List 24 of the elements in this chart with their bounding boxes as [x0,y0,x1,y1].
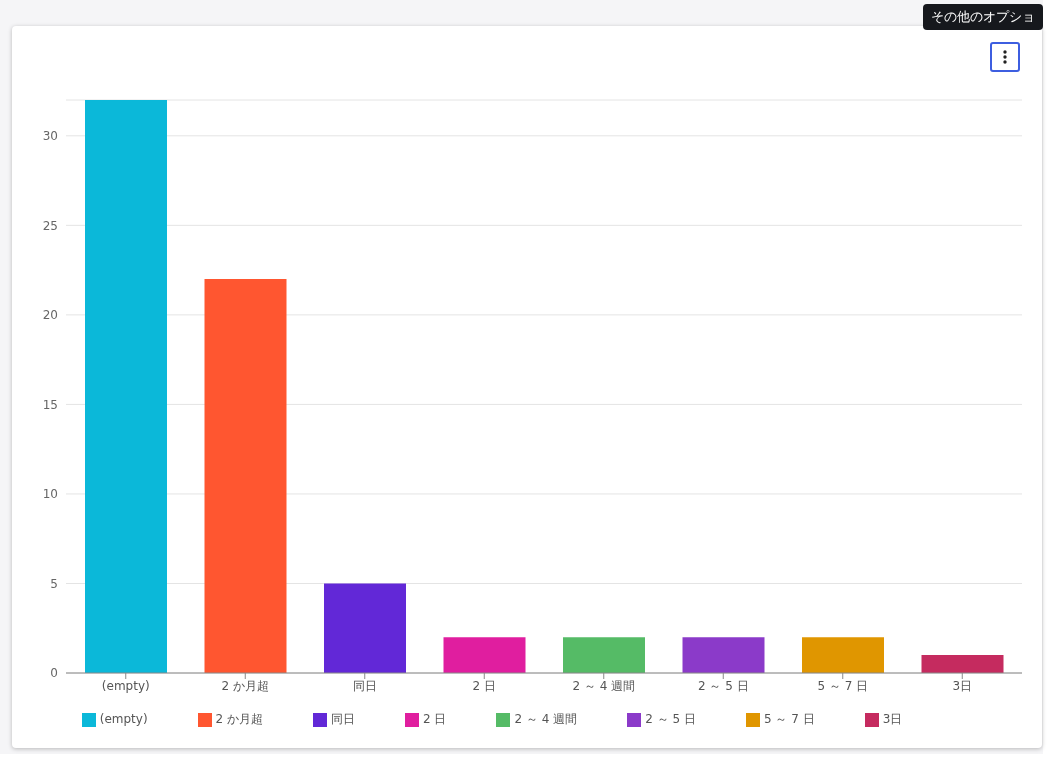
legend-label: 2 ～ 5 日 [645,712,696,726]
legend-label: 2 日 [423,712,447,726]
y-tick-label: 5 [50,576,58,591]
y-tick-label: 0 [50,666,58,681]
x-tick-label: (empty) [101,678,150,693]
x-tick-label: 2 ～ 5 日 [697,678,749,693]
legend-label: 2 か月超 [215,712,264,726]
x-tick-label: 2 日 [472,678,496,693]
x-tick-label: 2 か月超 [221,678,269,693]
y-tick-label: 20 [42,308,58,323]
x-tick-label: 2 ～ 4 週間 [572,678,636,693]
x-tick-label: 5 ～ 7 日 [817,678,869,693]
y-tick-label: 15 [42,397,58,412]
x-tick-label: 同日 [352,678,377,693]
legend-label: 同日 [331,712,356,726]
legend-label: 2 ～ 4 週間 [514,712,578,726]
y-tick-label: 10 [42,487,58,502]
text: その他のオプショ [923,4,1043,30]
y-tick-label: 25 [42,218,58,233]
legend-label: (empty) [99,712,148,726]
y-tick-label: 30 [42,129,58,144]
legend-label: 5 ～ 7 日 [763,712,815,726]
legend-label: 3日 [882,712,903,726]
x-tick-label: 3日 [952,678,973,693]
